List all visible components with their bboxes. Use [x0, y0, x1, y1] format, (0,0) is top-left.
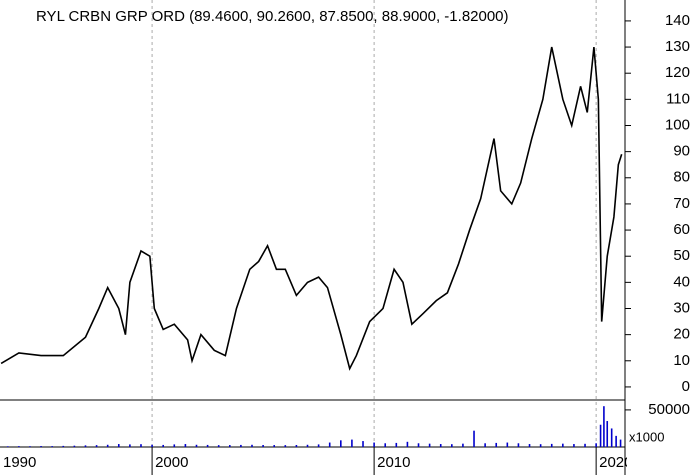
volume-bar	[306, 444, 309, 447]
volume-bar	[610, 428, 613, 447]
volume-bar	[217, 445, 220, 447]
volume-bar	[406, 441, 409, 447]
volume-bar	[573, 444, 575, 447]
volume-bar	[62, 445, 65, 447]
volume-bar	[362, 441, 364, 447]
volume-bar	[195, 444, 198, 447]
volume-bar	[473, 430, 475, 447]
volume-bar	[351, 439, 353, 447]
volume-bar	[599, 424, 602, 447]
y-tick-label: 130	[665, 38, 690, 55]
chart-title: RYL CRBN GRP ORD (89.4600, 90.2600, 87.8…	[36, 8, 509, 25]
volume-bar	[228, 445, 231, 447]
volume-bar	[129, 444, 131, 447]
volume-bar	[40, 446, 42, 447]
y-tick-label: 80	[673, 169, 690, 186]
volume-bar	[117, 444, 120, 447]
volume-bar	[584, 443, 586, 447]
volume-bar	[95, 445, 98, 447]
y-tick-label: 70	[673, 195, 690, 212]
volume-bar	[295, 444, 298, 447]
volume-bar	[106, 444, 109, 447]
y-tick-label: 10	[673, 352, 690, 369]
volume-bar	[603, 406, 605, 447]
volume-bar	[619, 439, 622, 447]
y-tick-label: 140	[665, 12, 690, 29]
volume-bar	[151, 444, 153, 447]
volume-bar	[373, 442, 375, 447]
y-tick-label: 20	[673, 326, 690, 343]
volume-bar	[73, 445, 76, 447]
volume-bar	[428, 443, 431, 447]
y-tick-label: 110	[666, 90, 690, 107]
y-tick-label: 50000	[648, 401, 690, 418]
volume-bar	[417, 443, 420, 447]
y-tick-label: 120	[665, 64, 690, 81]
y-tick-label: 30	[673, 299, 690, 316]
volume-bar	[439, 444, 442, 447]
y-tick-label: 60	[673, 221, 690, 238]
volume-bar	[251, 444, 253, 447]
volume-bar	[162, 444, 164, 447]
volume-bar	[173, 444, 176, 447]
volume-bar	[395, 442, 398, 447]
y-tick-label: 50	[673, 247, 690, 264]
volume-bar	[317, 444, 320, 447]
x-tick-label: 2010	[377, 454, 410, 471]
y-tick-label: 0	[682, 378, 690, 395]
volume-bar	[462, 443, 464, 447]
volume-bar	[184, 444, 187, 447]
x-tick-label: 1990	[3, 454, 36, 471]
volume-bar	[51, 446, 53, 447]
volume-bar	[273, 445, 276, 447]
volume-bar	[606, 421, 609, 447]
volume-bar	[517, 443, 520, 447]
volume-bar	[140, 444, 142, 447]
volume-bar	[206, 444, 209, 447]
volume-bar	[528, 444, 531, 447]
volume-bar	[340, 440, 342, 447]
y-tick-label: 40	[673, 273, 690, 290]
volume-bar	[84, 445, 87, 447]
x-labels: 1990 2000 2010 2020	[3, 454, 632, 471]
volume-bar	[262, 444, 264, 447]
volume-bar	[384, 443, 387, 447]
volume-bar	[539, 444, 542, 447]
volume-bar	[562, 443, 564, 447]
volume-bar	[29, 446, 31, 447]
y-tick-label: 90	[673, 143, 690, 160]
volume-bar	[484, 443, 486, 447]
volume-bar	[18, 446, 20, 447]
volume-unit: x1000	[629, 429, 664, 444]
x-tick-label: 2020	[599, 454, 632, 471]
volume-bar	[615, 435, 617, 447]
volume-bar	[284, 445, 287, 447]
volume-bar	[595, 443, 597, 447]
volume-bar	[495, 442, 498, 447]
volume-bar	[550, 443, 553, 447]
price-line	[0, 46, 623, 371]
volume-bar	[451, 444, 453, 447]
volume-bar	[240, 444, 242, 447]
volume-bar	[328, 442, 331, 447]
y-tick-label: 100	[665, 116, 690, 133]
volume-bar	[6, 446, 9, 447]
volume-bar	[506, 442, 509, 447]
x-tick-label: 2000	[155, 454, 188, 471]
